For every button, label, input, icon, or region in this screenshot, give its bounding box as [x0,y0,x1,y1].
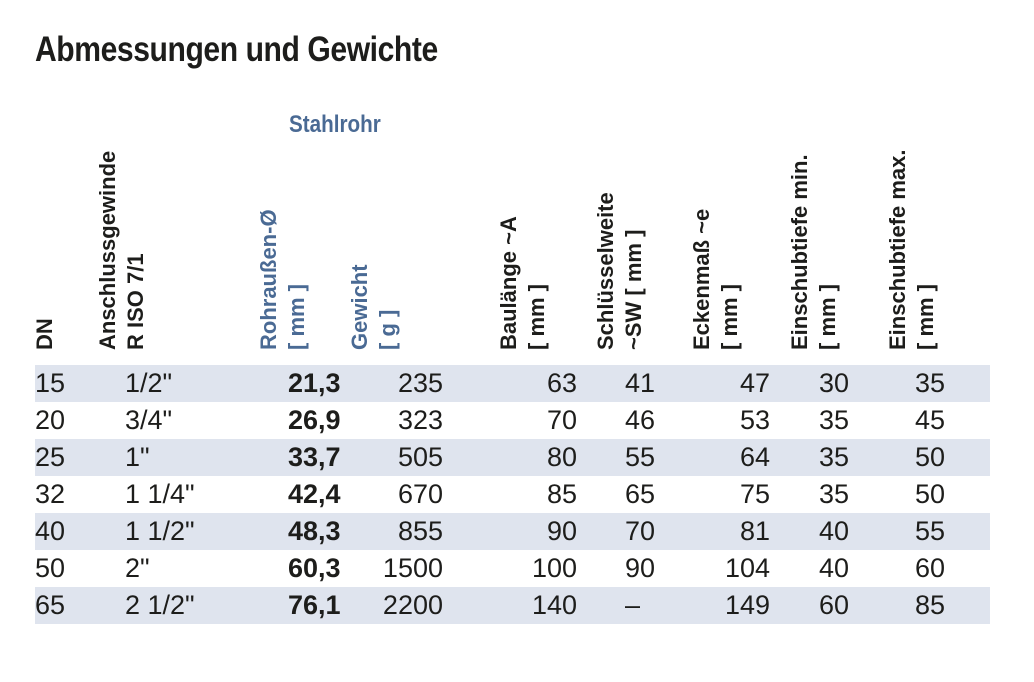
cell-corner-size: 47 [739,368,770,398]
header-thread-line2: R ISO 7/1 [123,253,148,350]
cell-corner-size: 53 [739,405,770,435]
table-row: 32 1 1/4" 42,4 670 85 65 75 35 50 [35,476,990,513]
cell-insert-depth-min: 35 [819,442,850,472]
cell-wrench-size: 70 [625,516,656,546]
page-title: Abmessungen und Gewichte [35,30,438,69]
cell-outer-diameter: 60,3 [288,553,341,583]
cell-dn: 65 [35,590,66,620]
cell-thread: 2 1/2" [125,590,195,620]
cell-insert-depth-min: 60 [819,590,850,620]
cell-insert-depth-min: 35 [819,479,850,509]
cell-length: 63 [546,368,577,398]
cell-thread: 3/4" [125,405,173,435]
group-label-stahlrohr: Stahlrohr [289,111,381,138]
cell-outer-diameter: 33,7 [288,442,341,472]
cell-insert-depth-min: 35 [819,405,850,435]
cell-length: 100 [531,553,577,583]
cell-insert-depth-max: 35 [915,368,946,398]
cell-dn: 40 [35,516,66,546]
cell-thread: 1 1/4" [125,479,195,509]
cell-dn: 32 [35,479,66,509]
cell-length: 70 [546,405,577,435]
cell-length: 90 [546,516,577,546]
cell-insert-depth-max: 50 [915,479,946,509]
cell-outer-diameter: 26,9 [288,405,341,435]
header-weight-line1: Gewicht [347,264,372,350]
header-insert-depth-min-line1: Einschubtiefe min. [787,154,812,350]
cell-weight: 670 [397,479,443,509]
table-row: 25 1" 33,7 505 80 55 64 35 50 [35,439,990,476]
cell-thread: 2" [125,553,150,583]
cell-wrench-size: 41 [625,368,656,398]
cell-length: 140 [531,590,577,620]
header-insert-depth-max-line2: [ mm ] [913,284,938,350]
table-row: 65 2 1/2" 76,1 2200 140 – 149 60 85 [35,587,990,624]
cell-corner-size: 75 [739,479,770,509]
cell-length: 85 [546,479,577,509]
cell-dn: 25 [35,442,66,472]
cell-outer-diameter: 42,4 [288,479,341,509]
cell-insert-depth-min: 30 [819,368,850,398]
header-outer-diameter-line2: [ mm ] [284,284,309,350]
cell-thread: 1/2" [125,368,173,398]
cell-weight: 235 [397,368,443,398]
cell-outer-diameter: 21,3 [288,368,341,398]
header-insert-depth-max-line1: Einschubtiefe max. [885,149,910,350]
cell-insert-depth-max: 60 [915,553,946,583]
cell-wrench-size: – [625,590,641,620]
cell-length: 80 [546,442,577,472]
header-wrench-size-line2: ~SW [ mm ] [621,229,646,350]
cell-wrench-size: 46 [625,405,656,435]
cell-weight: 855 [397,516,443,546]
cell-insert-depth-max: 45 [915,405,946,435]
cell-corner-size: 104 [724,553,770,583]
cell-corner-size: 64 [739,442,770,472]
cell-weight: 2200 [382,590,443,620]
header-corner-size-line1: Eckenmaß ~e [689,208,714,350]
cell-weight: 323 [397,405,443,435]
cell-thread: 1 1/2" [125,516,195,546]
cell-outer-diameter: 76,1 [288,590,341,620]
cell-wrench-size: 55 [625,442,656,472]
table-row: 15 1/2" 21,3 235 63 41 47 30 35 [35,365,990,402]
cell-corner-size: 81 [739,516,770,546]
cell-weight: 1500 [382,553,443,583]
header-length-line1: Baulänge ~A [496,216,521,350]
cell-insert-depth-max: 85 [915,590,946,620]
table-row: 50 2" 60,3 1500 100 90 104 40 60 [35,550,990,587]
cell-dn: 15 [35,368,66,398]
header-insert-depth-min-line2: [ mm ] [815,284,840,350]
header-outer-diameter-line1: Rohraußen-Ø [256,209,281,350]
cell-insert-depth-max: 55 [915,516,946,546]
header-thread-line1: Anschlussgewinde [95,150,120,350]
cell-weight: 505 [397,442,443,472]
cell-dn: 50 [35,553,66,583]
cell-wrench-size: 65 [625,479,656,509]
cell-insert-depth-max: 50 [915,442,946,472]
cell-wrench-size: 90 [625,553,656,583]
header-corner-size-line2: [ mm ] [717,284,742,350]
header-dn-line1: DN [32,318,57,350]
cell-insert-depth-min: 40 [819,516,850,546]
cell-corner-size: 149 [724,590,770,620]
cell-outer-diameter: 48,3 [288,516,341,546]
table-row: 40 1 1/2" 48,3 855 90 70 81 40 55 [35,513,990,550]
header-wrench-size-line1: Schlüsselweite [593,192,618,350]
header-length-line2: [ mm ] [524,284,549,350]
table-row: 20 3/4" 26,9 323 70 46 53 35 45 [35,402,990,439]
cell-insert-depth-min: 40 [819,553,850,583]
cell-thread: 1" [125,442,150,472]
cell-dn: 20 [35,405,66,435]
header-weight-line2: [ g ] [375,309,400,350]
